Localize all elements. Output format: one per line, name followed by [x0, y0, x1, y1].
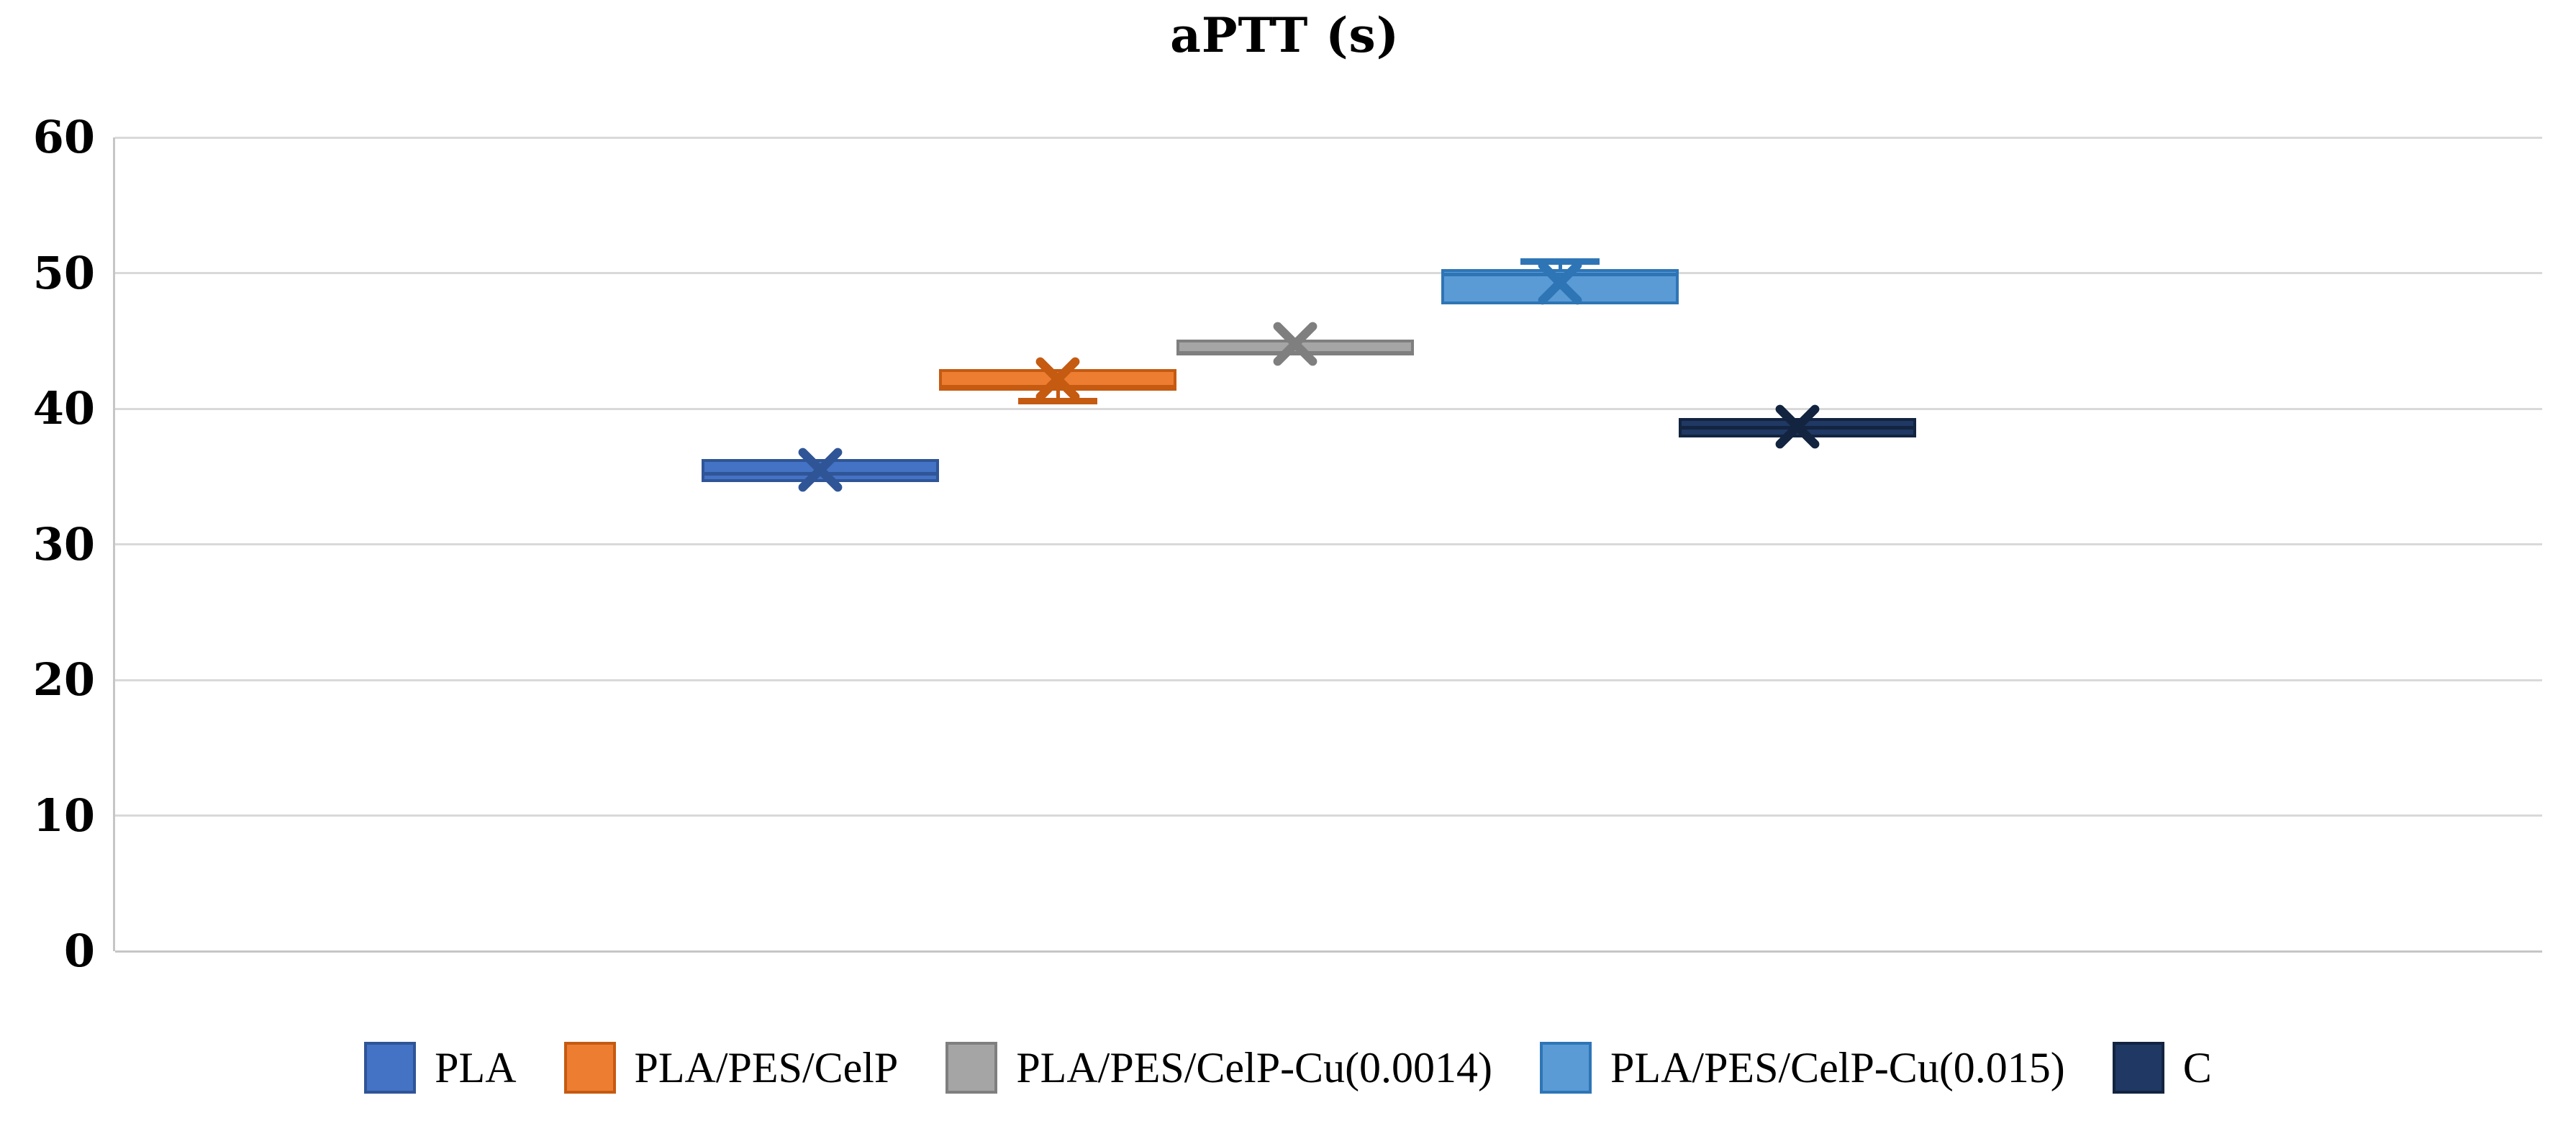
y-axis-tick-label: 20	[32, 653, 95, 706]
legend-label: C	[2182, 1043, 2212, 1091]
mean-x-marker	[1035, 356, 1081, 402]
legend-item: PLA/PES/CelP-Cu(0.015)	[1540, 1042, 2065, 1094]
gridline-60	[115, 136, 2542, 139]
lower-whisker-cap	[1018, 397, 1098, 404]
upper-whisker-line	[1558, 260, 1562, 272]
gridline-0	[115, 950, 2542, 953]
y-axis-tick-label: 10	[32, 789, 95, 842]
y-axis-tick-label: 0	[63, 925, 95, 977]
lower-whisker-line	[1056, 388, 1060, 401]
gridline-20	[115, 678, 2542, 681]
gridline-40	[115, 407, 2542, 410]
gridline-50	[115, 272, 2542, 274]
legend-swatch	[945, 1042, 998, 1094]
upper-whisker-cap	[1520, 258, 1600, 265]
legend-item: C	[2112, 1042, 2212, 1094]
y-axis-tick-label: 60	[32, 111, 95, 163]
legend-item: PLA	[364, 1042, 517, 1094]
legend: PLA PLA/PES/CelP PLA/PES/CelP-Cu(0.0014) PL…	[0, 1042, 2576, 1094]
mean-x-marker	[1537, 260, 1583, 306]
legend-item: PLA/PES/CelP	[563, 1042, 899, 1094]
gridline-30	[115, 543, 2542, 545]
legend-label: PLA/PES/CelP-Cu(0.0014)	[1016, 1043, 1493, 1091]
legend-label: PLA	[435, 1043, 517, 1091]
legend-item: PLA/PES/CelP-Cu(0.0014)	[945, 1042, 1492, 1094]
legend-swatch	[2112, 1042, 2164, 1094]
mean-x-marker	[797, 447, 843, 493]
mean-x-marker	[1774, 404, 1820, 450]
y-axis-tick-label: 50	[32, 246, 95, 299]
legend-label: PLA/PES/CelP-Cu(0.015)	[1610, 1043, 2065, 1091]
legend-swatch	[1540, 1042, 1592, 1094]
median-line	[1441, 272, 1679, 276]
mean-x-marker	[1272, 321, 1318, 367]
median-line	[1176, 351, 1415, 355]
y-axis-tick-label: 30	[32, 517, 95, 571]
y-axis-tick-label: 40	[32, 382, 95, 435]
legend-swatch	[364, 1042, 417, 1094]
plot-area	[113, 136, 2542, 953]
box-pla	[702, 458, 940, 482]
legend-swatch	[563, 1042, 616, 1094]
gridline-10	[115, 814, 2542, 817]
legend-label: PLA/PES/CelP	[634, 1043, 899, 1091]
median-line	[939, 385, 1177, 389]
chart-title: aPTT (s)	[1170, 7, 1400, 63]
